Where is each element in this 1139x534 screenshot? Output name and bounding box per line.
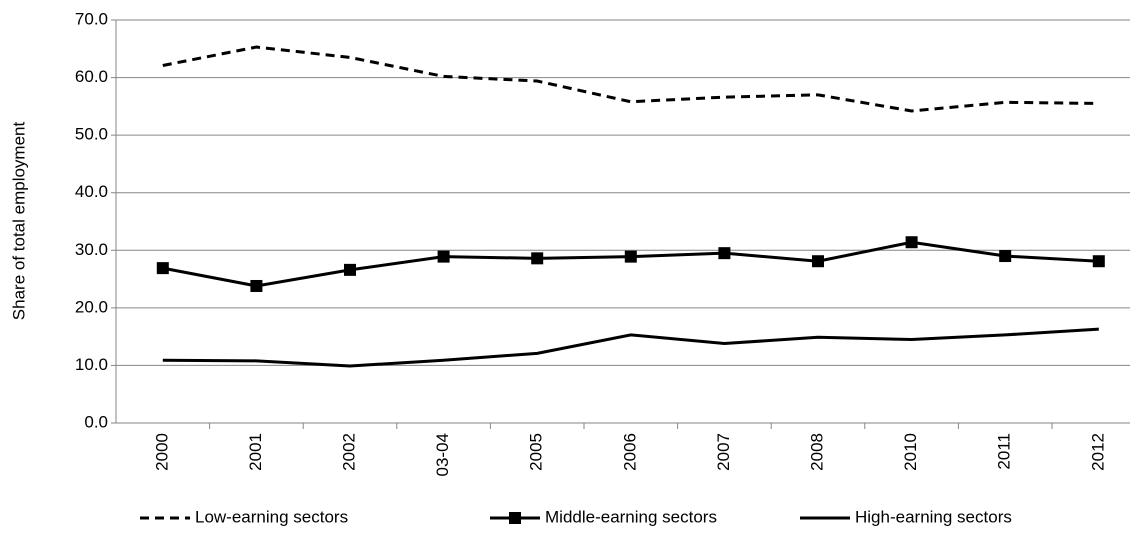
x-tick-label: 2005 bbox=[527, 433, 546, 471]
point-marker bbox=[624, 250, 637, 263]
point-marker bbox=[905, 236, 918, 249]
legend-label: High-earning sectors bbox=[855, 507, 1012, 526]
y-tick-label: 20.0 bbox=[75, 297, 108, 316]
y-tick-label: 50.0 bbox=[75, 125, 108, 144]
x-tick-label: 2000 bbox=[152, 433, 171, 471]
y-tick-label: 30.0 bbox=[75, 240, 108, 259]
x-tick-label: 2001 bbox=[246, 433, 265, 471]
point-marker bbox=[1092, 255, 1105, 268]
y-axis-label: Share of total employment bbox=[9, 122, 28, 321]
point-marker bbox=[156, 262, 169, 275]
x-tick-label: 2002 bbox=[339, 433, 358, 471]
y-tick-label: 10.0 bbox=[75, 355, 108, 374]
point-marker bbox=[437, 250, 450, 263]
point-marker bbox=[999, 250, 1012, 263]
series-line bbox=[162, 327, 1099, 368]
y-tick-label: 0.0 bbox=[84, 412, 108, 431]
y-tick-label: 40.0 bbox=[75, 182, 108, 201]
point-marker bbox=[344, 263, 356, 276]
x-tick-label: 2008 bbox=[807, 433, 826, 471]
legend-label: Low-earning sectors bbox=[195, 507, 348, 526]
x-tick-label: 2007 bbox=[714, 433, 733, 471]
point-marker bbox=[250, 279, 263, 292]
legend-marker bbox=[509, 512, 521, 524]
legend-label: Middle-earning sectors bbox=[545, 507, 717, 526]
x-tick-label: 2010 bbox=[901, 433, 920, 471]
x-tick-label: 2006 bbox=[620, 433, 639, 471]
x-tick-label: 2012 bbox=[1088, 433, 1107, 471]
y-tick-label: 60.0 bbox=[75, 67, 108, 86]
x-tick-label: 03-04 bbox=[433, 433, 452, 476]
point-marker bbox=[531, 252, 544, 265]
x-tick-label: 2011 bbox=[995, 433, 1014, 470]
y-tick-label: 70.0 bbox=[75, 9, 108, 28]
point-marker bbox=[718, 247, 731, 260]
point-marker bbox=[812, 255, 824, 268]
series-line bbox=[162, 240, 1099, 288]
series-line bbox=[162, 45, 1099, 113]
